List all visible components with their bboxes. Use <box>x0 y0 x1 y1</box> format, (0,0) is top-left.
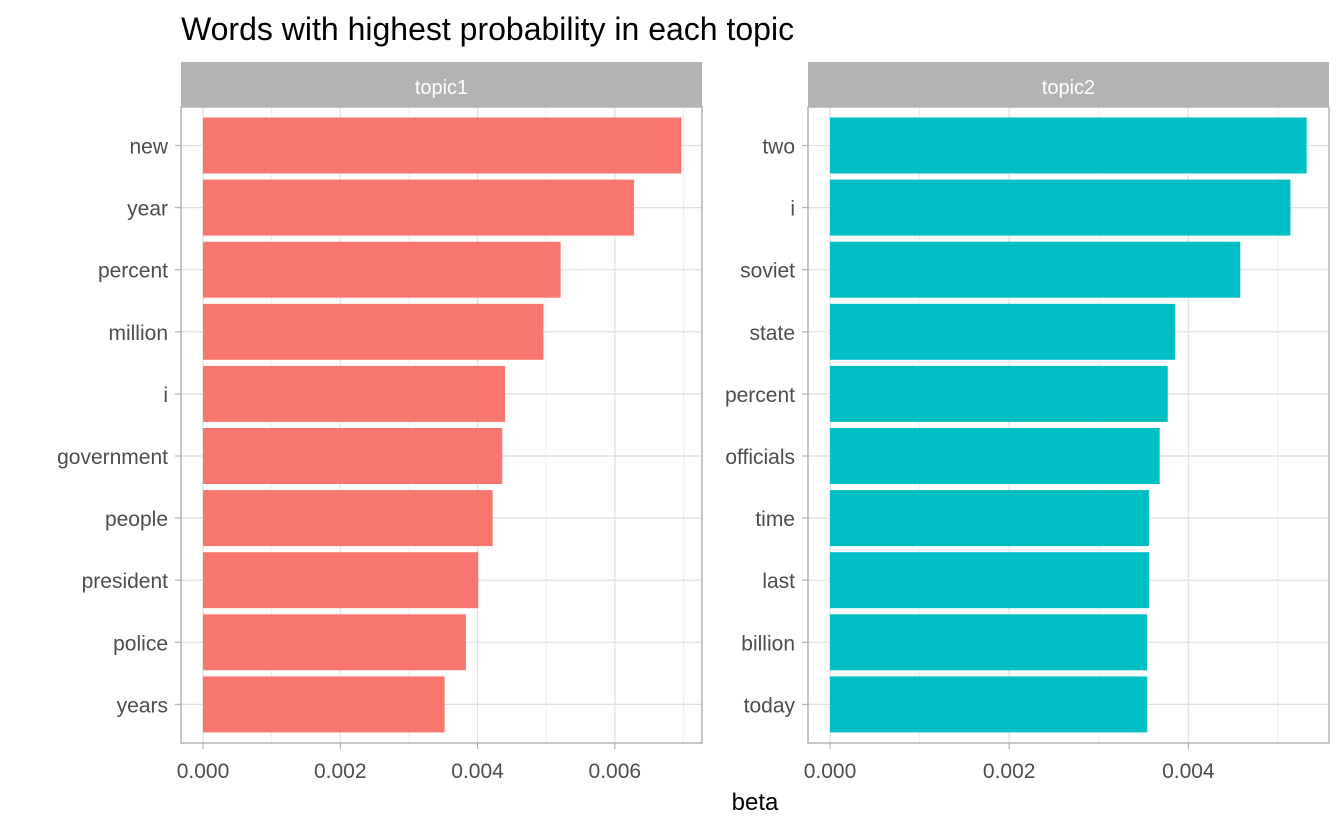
y-tick-label: percent <box>725 384 795 407</box>
facet-strip <box>181 62 702 107</box>
x-axis-label: beta <box>732 789 779 816</box>
facet-strip-label: topic2 <box>1042 77 1095 99</box>
y-tick-label: i <box>790 198 795 221</box>
y-tick-label: people <box>105 508 168 531</box>
y-tick-label: million <box>108 322 168 345</box>
y-tick-label: president <box>82 570 169 593</box>
bar-topic1-i <box>203 365 506 422</box>
x-tick-label: 0.002 <box>314 760 367 783</box>
y-tick-label: two <box>762 136 795 159</box>
bar-topic2-billion <box>830 614 1148 671</box>
bar-topic1-president <box>203 552 479 609</box>
x-tick-label: 0.004 <box>451 760 504 783</box>
panel-topic2: topic2 two i soviet state percent officials tim… <box>725 62 1330 783</box>
x-tick-label: 0.002 <box>983 760 1036 783</box>
bar-topic2-state <box>830 303 1175 360</box>
y-tick-label: time <box>755 508 795 531</box>
bar-topic1-police <box>203 614 466 671</box>
bar-topic1-new <box>203 117 682 174</box>
y-tick-label: state <box>749 322 795 345</box>
bar-topic1-percent <box>203 241 561 298</box>
y-tick-label: soviet <box>740 260 795 283</box>
x-tick-label: 0.000 <box>177 760 230 783</box>
panel-topic1: topic1 new year percent million i government pe… <box>57 62 703 783</box>
y-tick-label: government <box>57 446 168 469</box>
y-tick-label: percent <box>98 260 168 283</box>
chart-panels: topic1 new year percent million i government pe… <box>57 62 1330 783</box>
panel-border <box>807 106 1330 744</box>
bar-topic2-time <box>830 490 1149 547</box>
facet-strip <box>808 62 1329 107</box>
y-tick-label: last <box>762 570 795 593</box>
y-tick-label: new <box>129 136 168 159</box>
bar-topic1-year <box>203 179 635 236</box>
bar-topic1-government <box>203 428 503 484</box>
panel-border <box>180 106 703 744</box>
y-tick-label: i <box>163 384 168 407</box>
bar-topic2-two <box>830 117 1307 174</box>
x-tick-label: 0.006 <box>589 760 642 783</box>
y-tick-label: years <box>117 694 168 717</box>
y-tick-label: officials <box>725 446 795 469</box>
bar-topic2-last <box>830 552 1149 609</box>
bar-topic1-years <box>203 676 445 733</box>
bar-topic1-million <box>203 303 544 360</box>
y-tick-label: today <box>744 694 796 717</box>
y-tick-label: police <box>113 632 168 655</box>
x-tick-label: 0.000 <box>804 760 857 783</box>
bar-topic2-percent <box>830 365 1168 422</box>
y-tick-label: billion <box>741 632 795 655</box>
bar-topic2-today <box>830 676 1148 733</box>
bar-topic2-i <box>830 179 1291 236</box>
bar-topic2-officials <box>830 428 1160 484</box>
y-tick-label: year <box>127 198 168 221</box>
bar-topic1-people <box>203 490 493 547</box>
bar-topic2-soviet <box>830 241 1241 298</box>
x-tick-label: 0.004 <box>1162 760 1215 783</box>
facet-strip-label: topic1 <box>415 77 468 99</box>
chart-title: Words with highest probability in each t… <box>181 11 794 47</box>
